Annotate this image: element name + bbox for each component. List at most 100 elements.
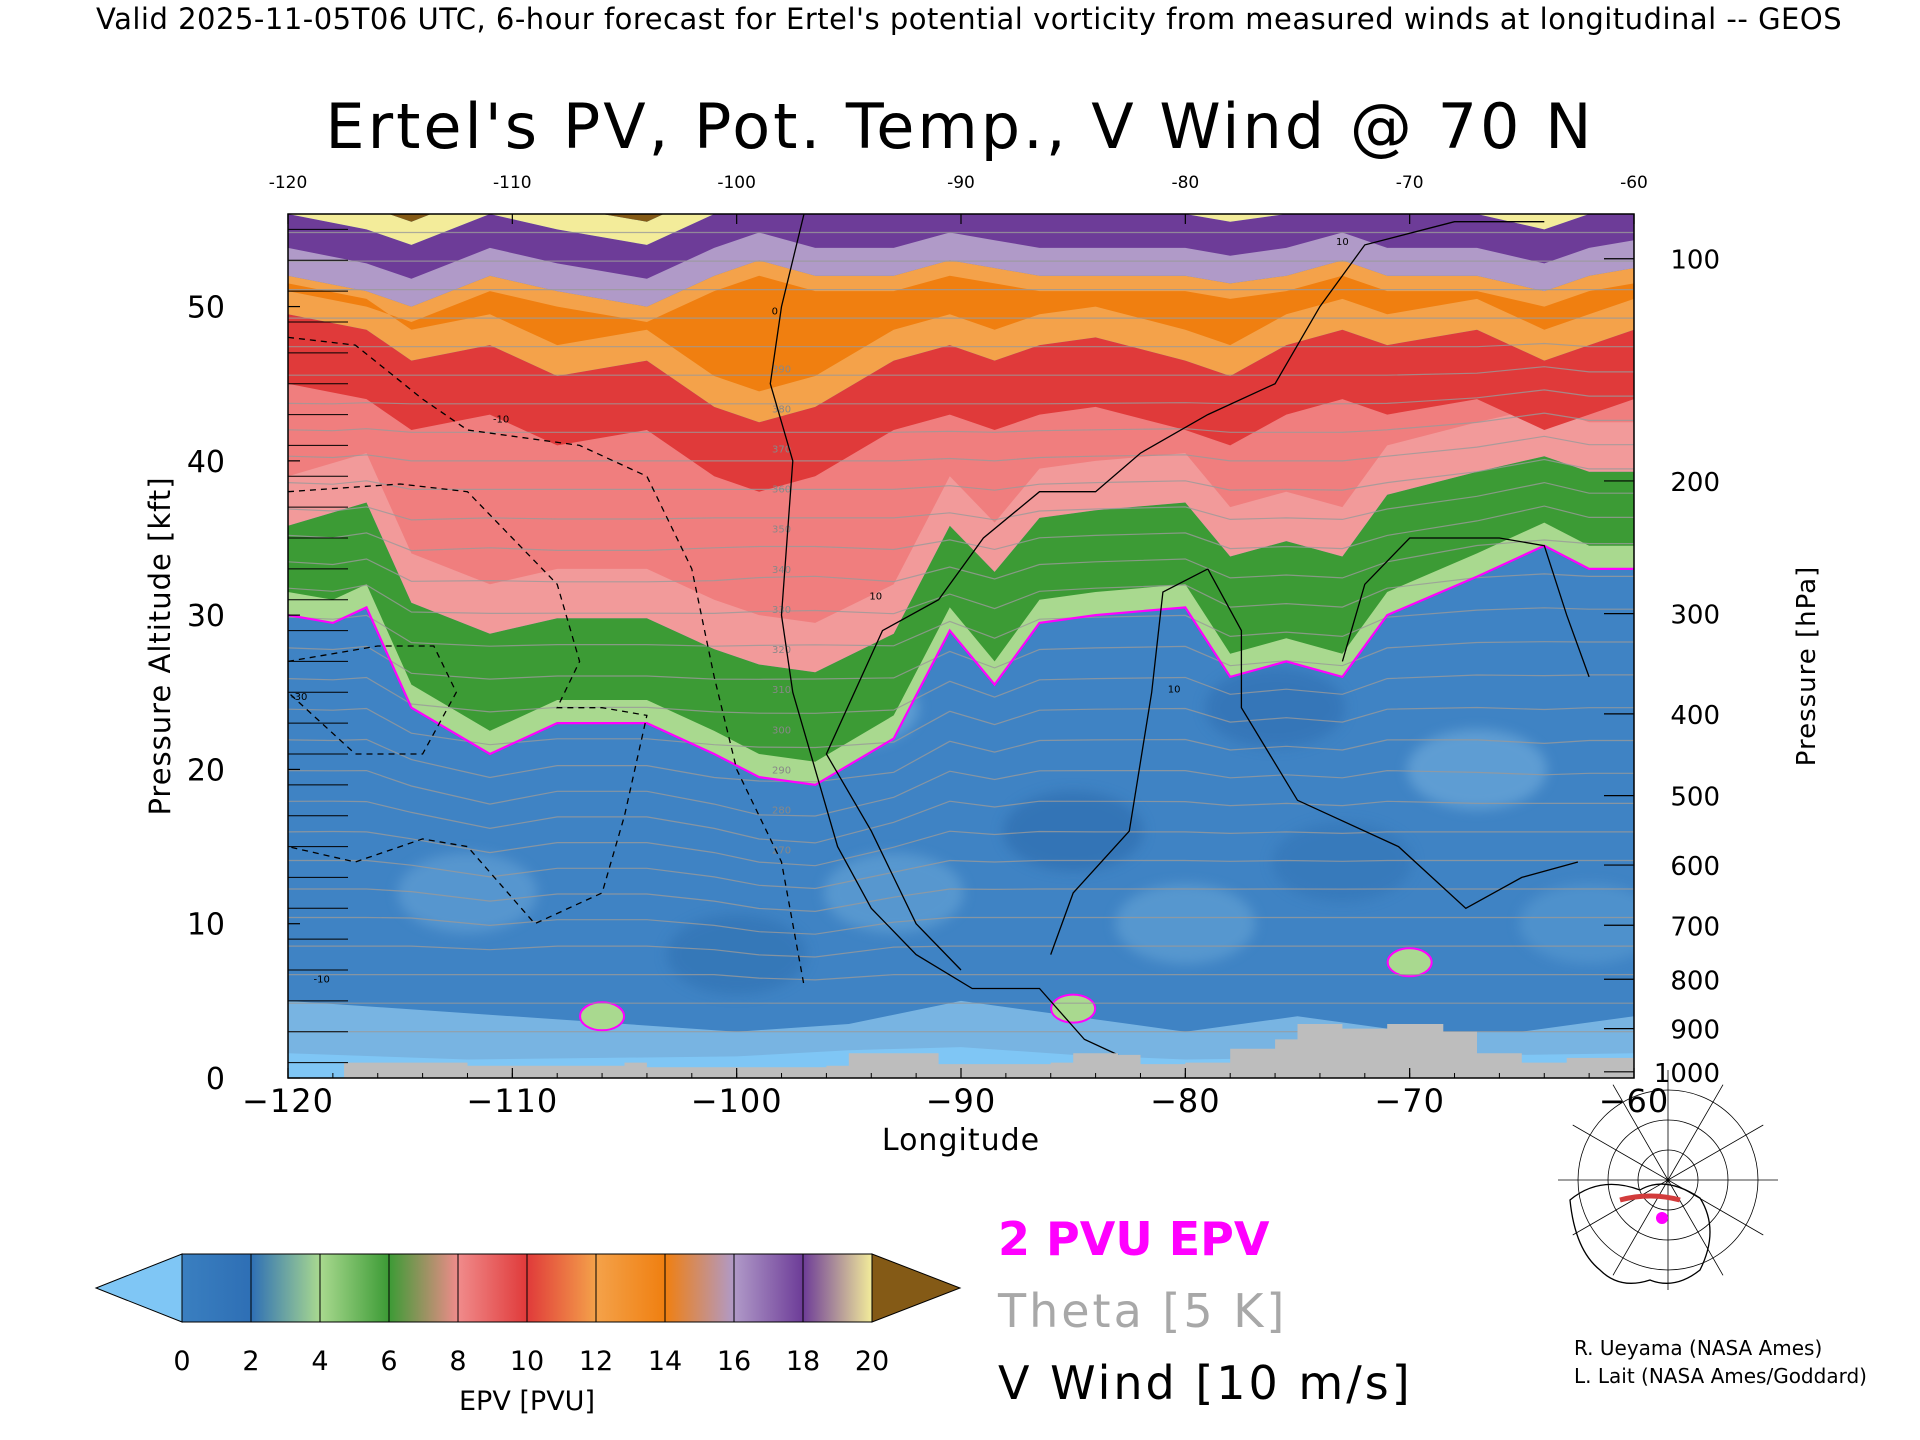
pv-anomaly	[579, 1001, 626, 1032]
x-tick-label: −90	[926, 1082, 997, 1120]
theta-contour	[288, 389, 1634, 405]
v-wind-positive-contour	[1050, 568, 1209, 955]
colorbar-tick-label: 14	[648, 1346, 682, 1377]
texture-blob	[1406, 729, 1547, 810]
v-wind-label: 0	[772, 306, 778, 317]
x-tick-label: −80	[1150, 1082, 1221, 1120]
y-tick-label: 0	[206, 1062, 225, 1097]
v-wind-label: 10	[1336, 237, 1349, 248]
v-wind-negative-contour	[288, 336, 805, 986]
theta-contour-label: 390	[772, 364, 791, 375]
theta-contour-label: 380	[772, 404, 791, 415]
texture-blob	[1205, 667, 1346, 748]
pressure-tick-label: 600	[1670, 852, 1720, 882]
texture-blob	[1519, 883, 1634, 964]
colorbar-tick-label: 4	[311, 1346, 328, 1377]
band-brown	[388, 214, 664, 222]
texture-blob	[1115, 883, 1256, 964]
v-wind-positive-contour	[825, 221, 1545, 971]
theta-contour	[288, 366, 1634, 376]
locator-point	[1656, 1212, 1668, 1224]
theta-contours	[288, 231, 1634, 1033]
band-purple	[288, 214, 1634, 279]
pressure-tick-label: 900	[1670, 1016, 1720, 1046]
theta-contour	[288, 412, 1634, 433]
texture-blob	[1272, 822, 1413, 902]
colorbar-tick-label: 0	[173, 1346, 190, 1377]
meridian-line	[1572, 1124, 1669, 1181]
theta-contour-label: 280	[772, 806, 791, 817]
texture-blob	[666, 914, 807, 995]
theta-contour-label: 290	[772, 765, 791, 776]
pressure-tick-label: 100	[1670, 246, 1720, 276]
v-wind-label: -10	[313, 974, 329, 985]
texture-blob	[823, 852, 964, 933]
pressure-tick-label: 200	[1670, 468, 1720, 498]
theta-contour	[288, 481, 1634, 521]
theta-contour-label: 300	[772, 725, 791, 736]
theta-contour	[288, 674, 1634, 714]
pressure-tick-label: 800	[1670, 966, 1720, 996]
top-tick-label: -80	[1171, 173, 1199, 193]
colorbar-tick-label: 2	[242, 1346, 259, 1377]
theta-contour-label: 320	[772, 645, 791, 656]
band-red	[288, 314, 1634, 492]
band-light-green	[288, 468, 1634, 785]
locator-map-coastline	[1569, 1183, 1711, 1284]
theta-contour	[288, 539, 1634, 583]
texture-blob	[397, 852, 538, 933]
theta-contour	[288, 945, 1634, 958]
colorbar-tick-label: 16	[717, 1346, 751, 1377]
cross-section-line	[1619, 1193, 1681, 1203]
top-tick-label: -60	[1620, 173, 1648, 193]
meridian-line	[1612, 1084, 1669, 1181]
theta-contour	[288, 607, 1634, 647]
meridian-line	[1667, 1179, 1724, 1276]
theta-contour	[288, 706, 1634, 749]
band-yellow	[288, 214, 1590, 245]
top-tick-label: -90	[947, 173, 975, 193]
theta-contour	[288, 573, 1634, 615]
y-tick-label: 10	[187, 908, 225, 943]
valid-header: Valid 2025-11-05T06 UTC, 6-hour forecast…	[96, 2, 1843, 36]
x-tick-label: −110	[466, 1082, 558, 1120]
x-axis-label: Longitude	[882, 1123, 1040, 1158]
colorbar-label: EPV [PVU]	[459, 1386, 595, 1417]
y-tick-label: 20	[187, 753, 225, 788]
credit-line-2: L. Lait (NASA Ames/Goddard)	[1574, 1364, 1867, 1388]
colorbar-under-arrow	[94, 1253, 183, 1323]
v-wind-label: 10	[1168, 684, 1181, 695]
colorbar-over-arrow	[871, 1253, 962, 1323]
meridian-line	[1572, 1179, 1669, 1236]
theta-contour	[288, 738, 1634, 783]
theta-contour-label: 270	[772, 846, 791, 857]
v-wind-label: -30	[291, 692, 307, 703]
meridian-line	[1667, 1084, 1724, 1181]
band-green	[288, 456, 1634, 762]
colorbar-tick-label: 12	[579, 1346, 613, 1377]
chart-title: Ertel's PV, Pot. Temp., V Wind @ 70 N	[325, 90, 1595, 163]
colorbar-tick-label: 8	[449, 1346, 466, 1377]
y-axis-label-right: Pressure [hPa]	[1792, 566, 1822, 767]
legend-theta: Theta [5 K]	[998, 1284, 1288, 1338]
x-tick-label: −70	[1374, 1082, 1445, 1120]
y-tick-label: 30	[187, 599, 225, 634]
legend-v-wind: V Wind [10 m/s]	[998, 1356, 1413, 1410]
pressure-tick-label: 300	[1670, 601, 1720, 631]
pv-anomaly	[1050, 993, 1097, 1024]
v-wind-label: 10	[869, 592, 882, 603]
v-wind-negative-contour	[288, 483, 648, 925]
theta-contour-label: 370	[772, 445, 791, 456]
legend-2pvu: 2 PVU EPV	[998, 1212, 1270, 1266]
theta-contour	[288, 800, 1634, 844]
v-wind-negative-contour	[288, 645, 458, 755]
terrain	[344, 1024, 1634, 1078]
theta-contour	[288, 830, 1634, 867]
v-wind-zero-contour	[769, 214, 1119, 1056]
x-tick-label: −120	[242, 1082, 334, 1120]
y-tick-label: 50	[187, 291, 225, 326]
theta-contour	[288, 973, 1634, 981]
colorbar-tick-label: 20	[855, 1346, 889, 1377]
theta-contour	[288, 888, 1634, 913]
